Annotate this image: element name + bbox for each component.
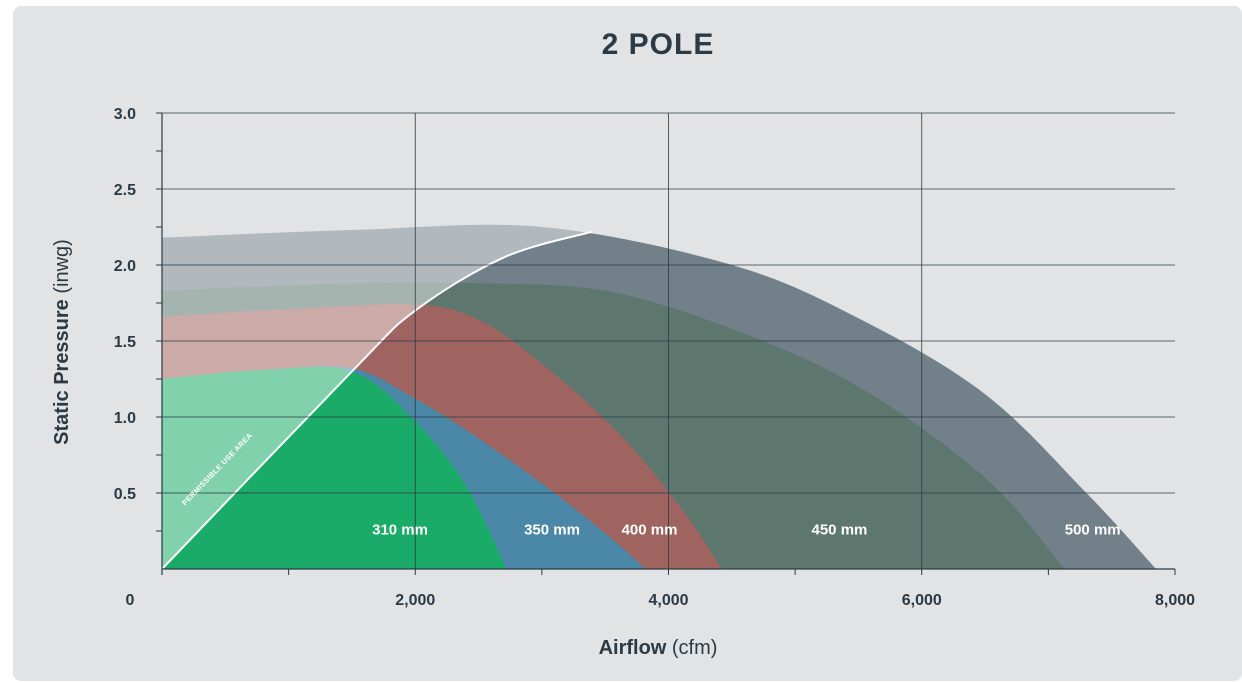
series-label-450-mm: 450 mm bbox=[812, 521, 868, 538]
permissible-boundary-line bbox=[161, 230, 593, 570]
x-tick-label: 2,000 bbox=[395, 592, 435, 609]
series-label-350-mm: 350 mm bbox=[524, 521, 580, 538]
chart-title: 2 POLE bbox=[601, 28, 715, 61]
x-tick-label: 4,000 bbox=[648, 592, 688, 609]
x-tick-label: 0 bbox=[126, 592, 135, 609]
axes bbox=[156, 112, 1176, 575]
y-tick-label: 1.0 bbox=[114, 410, 136, 427]
labels: 500 mm 450 mm 400 mm 350 mm 310 mm 0.5 1.0 1.5 2… bbox=[51, 106, 1195, 659]
series-label-500-mm: 500 mm bbox=[1065, 521, 1121, 538]
y-axis-title: Static Pressure (inwg) bbox=[51, 239, 73, 445]
x-axis-title: Airflow (cfm) bbox=[599, 637, 718, 659]
x-tick-label: 6,000 bbox=[902, 592, 942, 609]
y-tick-label: 2.0 bbox=[114, 258, 136, 275]
grid-lines bbox=[162, 112, 1175, 569]
y-tick-label: 2.5 bbox=[114, 182, 136, 199]
y-tick-label: 0.5 bbox=[114, 486, 136, 503]
y-tick-label: 3.0 bbox=[114, 106, 136, 123]
series-label-400-mm: 400 mm bbox=[622, 521, 678, 538]
y-tick-label: 1.5 bbox=[114, 334, 136, 351]
x-tick-label: 8,000 bbox=[1155, 592, 1195, 609]
series-label-310-mm: 310 mm bbox=[372, 521, 428, 538]
